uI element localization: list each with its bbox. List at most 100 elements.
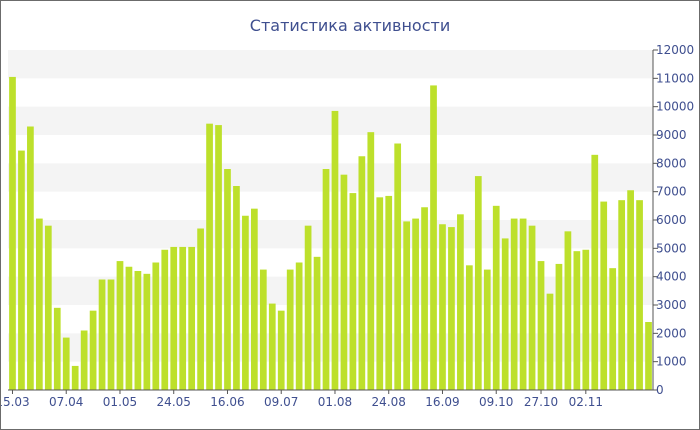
bar: [412, 218, 419, 390]
grid-band: [8, 163, 653, 192]
bar: [277, 310, 285, 390]
y-tick-label: 4000: [656, 270, 687, 284]
bar: [439, 224, 446, 390]
bar: [197, 228, 204, 390]
bar: [492, 205, 500, 390]
y-tick-label: 1000: [656, 355, 687, 369]
bar: [80, 330, 88, 390]
y-tick-label: 10000: [656, 100, 694, 114]
bar: [286, 269, 294, 390]
bar: [250, 208, 258, 390]
y-tick-label: 12000: [656, 43, 694, 57]
bar: [474, 176, 482, 390]
x-tick-label: 01.05: [103, 395, 137, 409]
bar: [259, 269, 267, 390]
bar: [627, 190, 634, 390]
bar: [636, 200, 643, 390]
bar: [62, 337, 70, 390]
x-axis: 15.03 07.04 01.05 24.05 16.06 09.07 01.08 24.08…: [1, 389, 653, 409]
bar: [367, 132, 375, 391]
x-tick-label: 09.07: [264, 395, 298, 409]
bar: [98, 279, 106, 390]
bar: [161, 249, 169, 390]
bar: [591, 154, 599, 390]
bar: [609, 268, 617, 390]
y-tick-label: 6000: [656, 213, 687, 227]
bar: [582, 249, 590, 390]
bar: [376, 197, 384, 390]
bar: [44, 225, 52, 390]
bar: [215, 125, 222, 390]
bar: [618, 200, 626, 390]
bar: [224, 169, 231, 390]
bar: [134, 271, 142, 390]
bar: [143, 273, 151, 390]
grid-band: [8, 50, 653, 79]
x-tick-label: 16.06: [210, 395, 244, 409]
bar: [233, 186, 240, 390]
y-axis: 0 1000 2000 3000 4000 5000 6000 7000 8000 9000 100…: [652, 43, 694, 397]
x-tick-label: 24.08: [372, 395, 406, 409]
bar: [116, 261, 124, 390]
bar: [170, 246, 178, 390]
bar: [564, 231, 572, 390]
bar: [483, 269, 491, 390]
bar: [71, 365, 79, 390]
bar: [206, 123, 213, 391]
bar: [295, 262, 303, 390]
bar: [152, 262, 160, 390]
x-tick-label: 09.10: [479, 395, 513, 409]
grid-band: [8, 333, 653, 362]
chart-title: Статистика активности: [249, 16, 451, 35]
bar: [421, 207, 428, 390]
bar: [546, 293, 554, 390]
bar: [573, 251, 581, 390]
y-tick-label: 8000: [656, 156, 687, 170]
bars: [9, 76, 652, 391]
bar: [385, 195, 393, 390]
bar: [465, 265, 473, 390]
y-tick-label: 0: [656, 383, 664, 397]
bar: [242, 215, 249, 390]
x-tick-label: 24.05: [157, 395, 191, 409]
bar: [179, 246, 187, 390]
y-tick-label: 2000: [656, 326, 687, 340]
bar: [600, 201, 608, 390]
bar: [268, 303, 276, 390]
x-tick-label: 02.11: [569, 395, 603, 409]
bar: [510, 218, 518, 390]
bar: [9, 76, 16, 391]
bar: [537, 261, 545, 390]
y-tick-label: 5000: [656, 241, 687, 255]
y-tick-label: 7000: [656, 185, 687, 199]
bar: [519, 218, 527, 390]
bar: [501, 238, 509, 390]
bar: [528, 225, 536, 390]
grid-band: [8, 220, 653, 249]
bar: [107, 279, 115, 390]
y-tick-label: 9000: [656, 128, 687, 142]
bar: [331, 110, 339, 391]
bar: [53, 307, 61, 390]
bar: [27, 126, 34, 390]
bar: [35, 218, 43, 390]
y-tick-label: 11000: [656, 71, 694, 85]
bar: [18, 150, 25, 390]
bar: [457, 214, 464, 390]
bar: [358, 156, 366, 390]
bar: [304, 225, 312, 390]
bar: [555, 263, 563, 390]
bar: [403, 221, 411, 390]
bar: [89, 310, 97, 390]
bar: [430, 85, 437, 391]
grid-band: [8, 276, 653, 305]
bar: [125, 266, 133, 390]
bar: [349, 193, 357, 390]
bar: [394, 143, 402, 390]
y-tick-label: 3000: [656, 298, 687, 312]
x-tick-label: 01.08: [318, 395, 352, 409]
x-tick-label: 15.03: [1, 395, 30, 409]
grid-bands: [8, 50, 653, 362]
